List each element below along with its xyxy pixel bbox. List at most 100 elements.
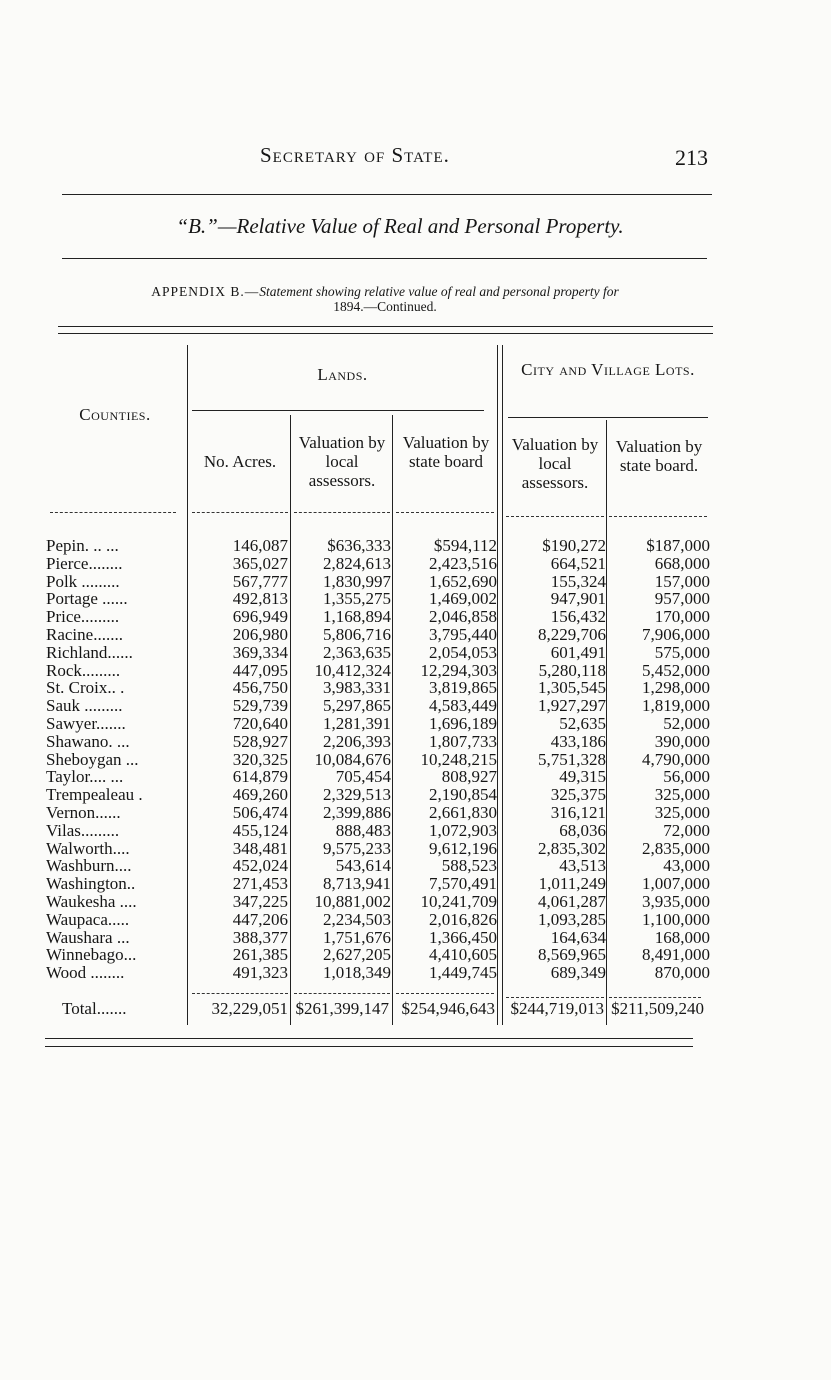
total-rule (192, 993, 288, 994)
county-name: Wood ........ (46, 963, 125, 983)
lots-local-valuation: 4,061,287 (538, 891, 606, 911)
lands-local-valuation: 5,806,716 (323, 624, 391, 644)
lands-local-valuation: 2,234,503 (323, 909, 391, 929)
lots-state-valuation: 3,935,000 (642, 891, 710, 911)
lots-local-valuation: 1,093,285 (538, 909, 606, 929)
lots-state-valuation: 7,906,000 (642, 624, 710, 644)
total-rule (396, 993, 494, 994)
lands-state-valuation: 588,523 (441, 856, 497, 876)
lands-local-valuation: 1,830,997 (323, 571, 391, 591)
table-row: Vernon...... 506,474 2,399,886 2,661,830 316… (46, 804, 712, 822)
county-name: Rock......... (46, 660, 121, 680)
acres: 696,949 (232, 607, 288, 627)
header-lands-local: Valuation by local assessors. (298, 433, 386, 490)
county-name: Price......... (46, 607, 120, 627)
lands-local-valuation: 705,454 (335, 767, 391, 787)
table-row: Waupaca..... 447,206 2,234,503 2,016,826 1,0… (46, 909, 712, 929)
lots-state-valuation: 4,790,000 (642, 749, 710, 769)
total-acres: 32,229,051 (211, 999, 289, 1018)
acres: 506,474 (232, 802, 288, 822)
lots-local-valuation: 5,280,118 (538, 660, 606, 680)
lands-state-valuation: 2,423,516 (429, 553, 497, 573)
lots-state-valuation: 1,100,000 (642, 909, 710, 929)
acres: 206,980 (232, 624, 288, 644)
county-name: Vilas......... (46, 820, 120, 840)
table-row: Polk ......... 567,777 1,830,997 1,652,690 1… (46, 571, 712, 591)
lands-local-valuation: 1,281,391 (323, 713, 391, 733)
header-counties: Counties. (79, 405, 151, 424)
lands-state-valuation: 2,661,830 (429, 802, 497, 822)
lands-state-valuation: 3,819,865 (429, 678, 497, 698)
header-underline (609, 516, 707, 517)
lots-local-valuation: 1,927,297 (538, 696, 606, 716)
acres: 529,739 (232, 696, 288, 716)
header-underline (396, 512, 494, 513)
county-name: Shawano. ... (46, 731, 130, 751)
acres: 567,777 (232, 571, 288, 591)
lots-state-valuation: 325,000 (654, 785, 710, 805)
lands-state-valuation: 1,449,745 (429, 963, 497, 983)
lands-state-valuation: 1,366,450 (429, 927, 497, 947)
lands-state-valuation: 10,241,709 (420, 891, 498, 911)
acres: 456,750 (232, 678, 288, 698)
lands-local-valuation: 2,627,205 (323, 945, 391, 965)
lots-state-valuation: 957,000 (654, 589, 710, 609)
column-divider (502, 345, 503, 1025)
table-row: Sawyer....... 720,640 1,281,391 1,696,189 52… (46, 715, 712, 733)
lands-local-valuation: 10,084,676 (314, 749, 392, 769)
lands-state-valuation: 7,570,491 (429, 874, 497, 894)
lands-local-valuation: 3,983,331 (323, 678, 391, 698)
acres: 388,377 (232, 927, 288, 947)
lots-state-valuation: 575,000 (654, 642, 710, 662)
lots-state-valuation: 43,000 (663, 856, 710, 876)
table-row: Pierce........ 365,027 2,824,613 2,423,516 6… (46, 553, 712, 573)
county-name: Walworth.... (46, 838, 130, 858)
table-row: Richland...... 369,334 2,363,635 2,054,053 6… (46, 642, 712, 662)
header-underline (294, 512, 390, 513)
lands-state-valuation: 10,248,215 (420, 749, 498, 769)
lots-state-valuation: 390,000 (654, 731, 710, 751)
lands-state-valuation: $594,112 (433, 536, 497, 555)
table-row: Waukesha .... 347,225 10,881,002 10,241,709… (46, 893, 712, 911)
county-name: Sauk ......... (46, 696, 123, 716)
header-acres: No. Acres. (203, 452, 277, 471)
total-lands-state: $254,946,643 (401, 999, 496, 1018)
header-underline (50, 512, 176, 513)
total-label: Total....... (62, 999, 127, 1018)
total-lots-local: $244,719,013 (510, 999, 605, 1018)
lands-local-valuation: 1,751,676 (323, 927, 391, 947)
county-name: Pepin. .. ... (46, 536, 119, 555)
acres: 271,453 (232, 874, 288, 894)
acres: 491,323 (232, 963, 288, 983)
lots-state-valuation: 1,298,000 (642, 678, 710, 698)
lots-local-valuation: 8,229,706 (538, 624, 606, 644)
header-underline (506, 516, 604, 517)
lands-local-valuation: 8,713,941 (323, 874, 391, 894)
county-name: Washington.. (46, 874, 136, 894)
lots-rule (508, 417, 708, 418)
lands-local-valuation: 9,575,233 (323, 838, 391, 858)
lots-local-valuation: 49,315 (559, 767, 606, 787)
lots-state-valuation: 1,819,000 (642, 696, 710, 716)
column-divider (497, 345, 498, 1025)
lots-local-valuation: 155,324 (550, 571, 606, 591)
lots-state-valuation: 8,491,000 (642, 945, 710, 965)
lots-local-valuation: 947,901 (550, 589, 606, 609)
lots-local-valuation: 156,432 (550, 607, 606, 627)
table-row: Waushara ... 388,377 1,751,676 1,366,450 164… (46, 927, 712, 947)
lots-local-valuation: 316,121 (550, 802, 606, 822)
lands-state-valuation: 808,927 (441, 767, 497, 787)
county-name: Vernon...... (46, 802, 121, 822)
lands-state-valuation: 1,807,733 (429, 731, 497, 751)
county-name: Sheboygan ... (46, 749, 139, 769)
lots-local-valuation: 325,375 (550, 785, 606, 805)
acres: 347,225 (232, 891, 288, 911)
acres: 469,260 (232, 785, 288, 805)
table-row: Portage ...... 492,813 1,355,275 1,469,002 9… (46, 590, 712, 608)
lands-state-valuation: 1,696,189 (429, 713, 497, 733)
lots-local-valuation: 43,513 (559, 856, 606, 876)
county-name: Trempealeau . (46, 785, 143, 805)
lands-state-valuation: 2,190,854 (429, 785, 497, 805)
acres: 369,334 (232, 642, 288, 662)
lands-local-valuation: 2,363,635 (323, 642, 391, 662)
